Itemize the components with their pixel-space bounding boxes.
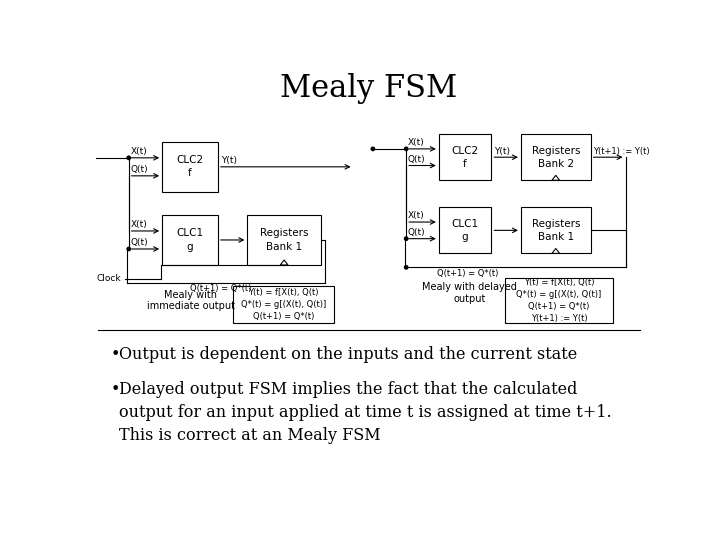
Text: X(t): X(t) bbox=[408, 138, 425, 147]
Text: CLC2
f: CLC2 f bbox=[451, 146, 479, 169]
Text: Y(t): Y(t) bbox=[221, 156, 237, 165]
Bar bbox=[438, 207, 492, 253]
Bar bbox=[248, 215, 321, 265]
Text: Q(t): Q(t) bbox=[408, 155, 426, 164]
Circle shape bbox=[127, 156, 130, 159]
Bar bbox=[438, 134, 492, 180]
Text: Delayed output FSM implies the fact that the calculated
output for an input appl: Delayed output FSM implies the fact that… bbox=[120, 381, 612, 444]
Text: •: • bbox=[110, 346, 120, 363]
Text: CLC2
f: CLC2 f bbox=[176, 155, 204, 178]
Text: X(t): X(t) bbox=[408, 212, 425, 220]
Text: Mealy with delayed
output: Mealy with delayed output bbox=[423, 282, 517, 303]
Text: X(t): X(t) bbox=[130, 147, 147, 156]
Text: Q(t+1) = Q*(t): Q(t+1) = Q*(t) bbox=[437, 269, 498, 278]
Text: Q(t): Q(t) bbox=[130, 239, 148, 247]
Text: Y(t) = f[X(t), Q(t)
Q*(t) = g[(X(t), Q(t)]
Q(t+1) = Q*(t): Y(t) = f[X(t), Q(t) Q*(t) = g[(X(t), Q(t… bbox=[241, 288, 326, 321]
Bar bbox=[233, 286, 334, 323]
Text: CLC1
g: CLC1 g bbox=[451, 219, 479, 242]
Text: Output is dependent on the inputs and the current state: Output is dependent on the inputs and th… bbox=[120, 346, 577, 363]
Text: Clock: Clock bbox=[96, 274, 121, 284]
Text: Mealy with
immediate output: Mealy with immediate output bbox=[147, 289, 235, 311]
Bar bbox=[521, 134, 590, 180]
Text: Mealy FSM: Mealy FSM bbox=[280, 72, 458, 104]
Text: Q(t+1) = Q*(t): Q(t+1) = Q*(t) bbox=[189, 284, 251, 293]
Text: Registers
Bank 2: Registers Bank 2 bbox=[531, 146, 580, 169]
Circle shape bbox=[127, 247, 130, 251]
Text: Registers
Bank 1: Registers Bank 1 bbox=[531, 219, 580, 242]
Text: Registers
Bank 1: Registers Bank 1 bbox=[260, 228, 308, 252]
Circle shape bbox=[405, 266, 408, 269]
Circle shape bbox=[405, 147, 408, 151]
Bar bbox=[505, 278, 613, 323]
Text: Q(t): Q(t) bbox=[408, 228, 426, 237]
Bar bbox=[521, 207, 590, 253]
Bar bbox=[162, 215, 218, 265]
Text: •: • bbox=[110, 381, 120, 397]
Circle shape bbox=[372, 147, 374, 151]
Circle shape bbox=[405, 237, 408, 240]
Text: X(t): X(t) bbox=[130, 220, 147, 230]
Text: Y(t+1) := Y(t): Y(t+1) := Y(t) bbox=[593, 147, 649, 156]
Bar bbox=[162, 142, 218, 192]
Text: Q(t): Q(t) bbox=[130, 165, 148, 174]
Text: Y(t): Y(t) bbox=[494, 147, 510, 156]
Text: Y(t) = f[X(t), Q(t)
Q*(t) = g[(X(t), Q(t)]
Q(t+1) = Q*(t)
Y(t+1) := Y(t): Y(t) = f[X(t), Q(t) Q*(t) = g[(X(t), Q(t… bbox=[516, 278, 601, 322]
Text: CLC1
g: CLC1 g bbox=[176, 228, 204, 252]
